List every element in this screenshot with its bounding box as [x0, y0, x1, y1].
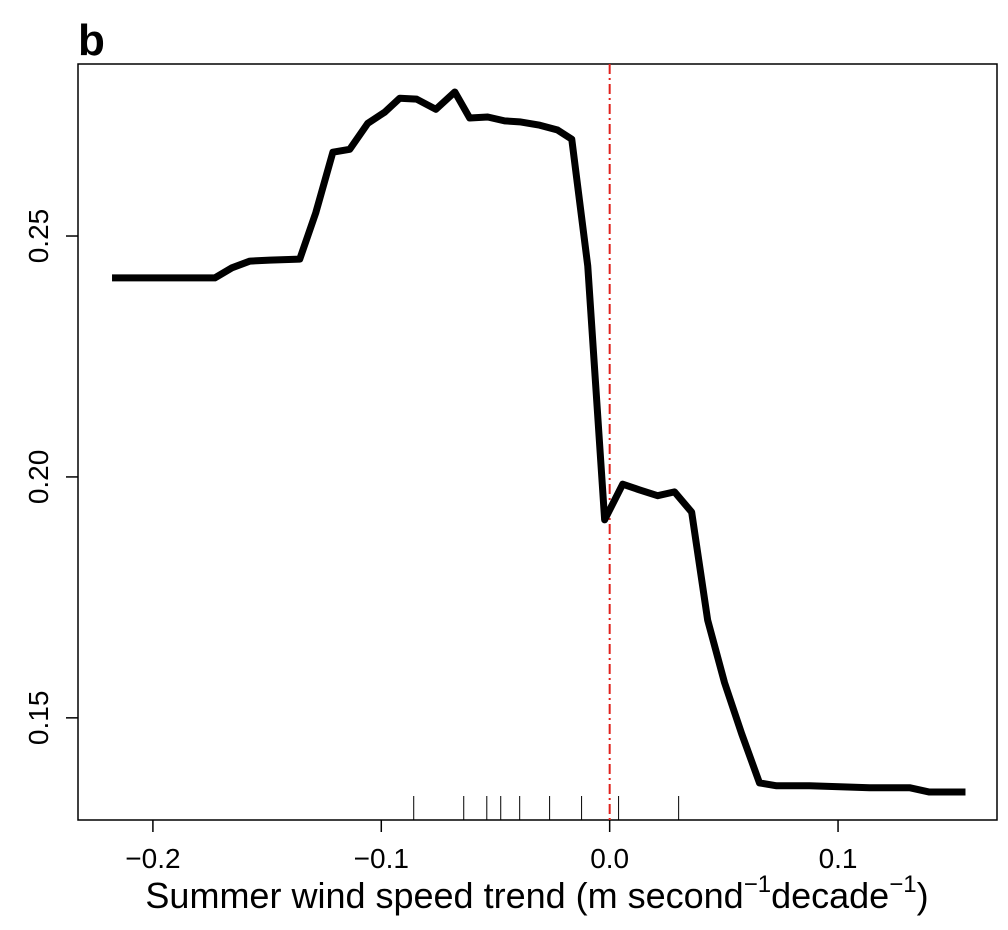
- y-tick-label: 0.20: [23, 450, 54, 505]
- plot-frame: [77, 63, 998, 821]
- panel-label: b: [78, 16, 105, 65]
- x-tick-label: −0.2: [125, 843, 180, 874]
- x-tick-label: 0.1: [819, 843, 858, 874]
- x-label-sup: −1: [889, 871, 916, 898]
- x-label-part: decade: [771, 875, 889, 916]
- x-label-part: Summer wind speed trend (m second: [145, 875, 743, 916]
- x-label-part: ): [917, 875, 929, 916]
- y-tick-label: 0.15: [23, 691, 54, 746]
- y-tick-label: 0.25: [23, 209, 54, 264]
- line: [112, 88, 966, 796]
- x-label-sup: −1: [744, 871, 771, 898]
- x-axis-label: Summer wind speed trend (m second−1decad…: [145, 871, 928, 916]
- x-tick-label: −0.1: [354, 843, 409, 874]
- x-tick-label: 0.0: [590, 843, 629, 874]
